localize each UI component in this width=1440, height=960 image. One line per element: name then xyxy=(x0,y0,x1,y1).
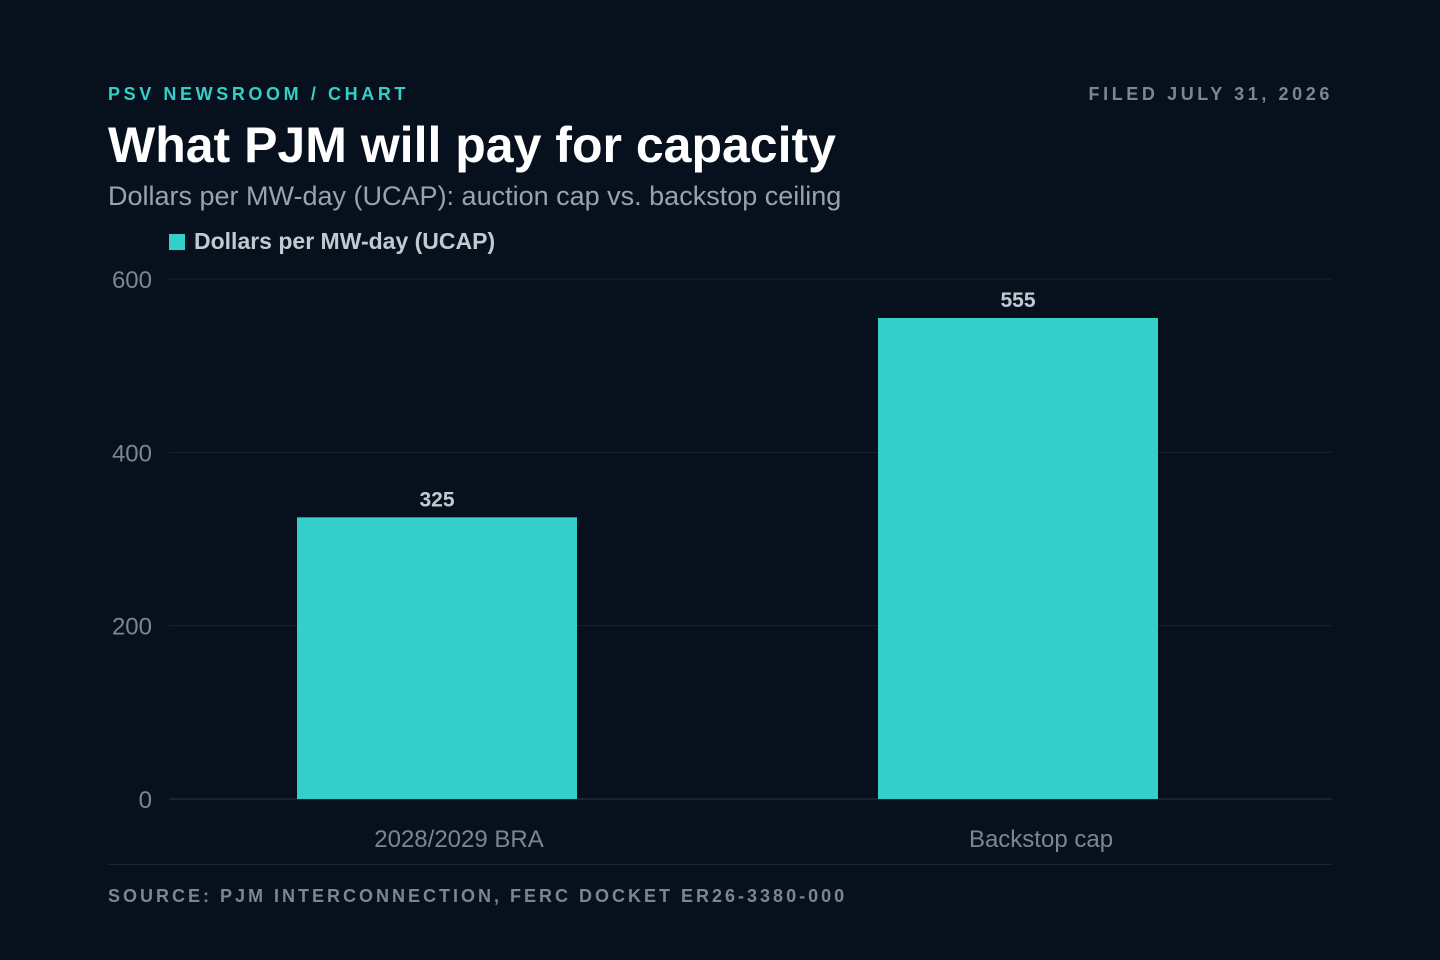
eyebrow-label: PSV NEWSROOM / CHART xyxy=(108,84,410,104)
bar xyxy=(878,318,1158,799)
data-label: 555 xyxy=(1000,289,1035,312)
chart-subtitle: Dollars per MW-day (UCAP): auction cap v… xyxy=(108,181,842,211)
bar xyxy=(297,517,577,799)
x-category-label: Backstop cap xyxy=(969,826,1113,853)
chart-legend: Dollars per MW-day (UCAP) xyxy=(169,228,495,255)
y-tick-label: 600 xyxy=(112,267,152,294)
source-note: SOURCE: PJM INTERCONNECTION, FERC DOCKET… xyxy=(108,886,848,906)
data-label: 325 xyxy=(419,488,454,511)
x-category-label: 2028/2029 BRA xyxy=(374,826,543,853)
chart-title: What PJM will pay for capacity xyxy=(108,117,836,173)
y-tick-label: 200 xyxy=(112,614,152,641)
legend-swatch xyxy=(169,233,185,250)
y-tick-label: 0 xyxy=(139,787,152,814)
legend-label: Dollars per MW-day (UCAP) xyxy=(194,228,496,254)
filed-date: FILED JULY 31, 2026 xyxy=(1088,84,1333,104)
footer-divider xyxy=(108,864,1332,865)
y-tick-label: 400 xyxy=(112,440,152,467)
